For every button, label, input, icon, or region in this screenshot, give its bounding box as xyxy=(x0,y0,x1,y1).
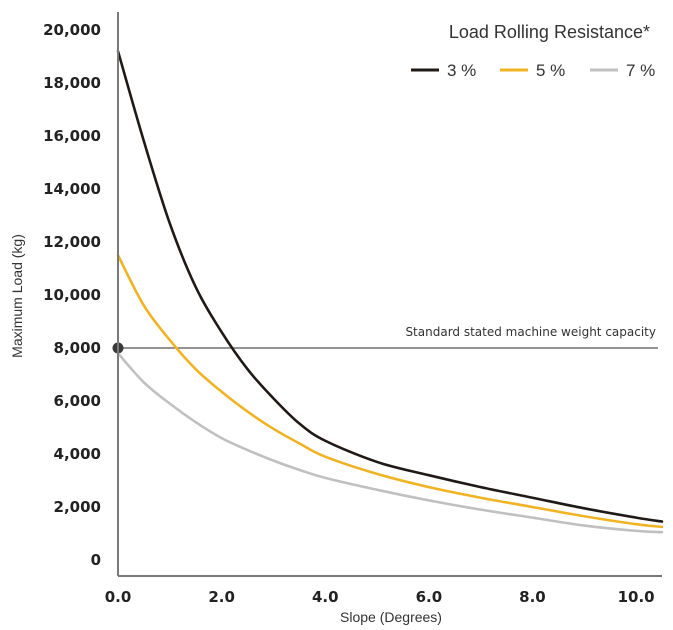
y-tick-label: 18,000 xyxy=(43,74,101,92)
y-tick-label: 6,000 xyxy=(54,392,101,410)
y-tick-label: 14,000 xyxy=(43,180,101,198)
legend: Load Rolling Resistance* 3 % 5 % 7 % xyxy=(411,22,655,80)
x-tick-label: 2.0 xyxy=(208,588,235,606)
y-tick-label: 0 xyxy=(91,551,101,569)
x-axis-title: Slope (Degrees) xyxy=(340,609,442,625)
y-tick-labels: 0 2,000 4,000 6,000 8,000 10,000 12,000 14,000 1… xyxy=(43,21,101,569)
legend-label: 5 % xyxy=(536,61,565,80)
y-tick-label: 4,000 xyxy=(54,445,101,463)
reference-line-group: Standard stated machine weight capacity xyxy=(113,325,659,354)
x-tick-label: 4.0 xyxy=(312,588,339,606)
series-lines xyxy=(118,51,662,532)
series-line xyxy=(118,51,662,521)
y-tick-label: 20,000 xyxy=(43,21,101,39)
y-tick-label: 12,000 xyxy=(43,233,101,251)
y-tick-label: 10,000 xyxy=(43,286,101,304)
x-tick-label: 0.0 xyxy=(105,588,132,606)
x-tick-labels: 0.0 2.0 4.0 6.0 8.0 10.0 xyxy=(105,588,655,606)
x-tick-label: 10.0 xyxy=(618,588,655,606)
y-axis-title: Maximum Load (kg) xyxy=(9,234,25,358)
reference-line-label: Standard stated machine weight capacity xyxy=(405,325,656,339)
y-tick-label: 2,000 xyxy=(54,498,101,516)
legend-label: 3 % xyxy=(447,61,476,80)
y-tick-label: 16,000 xyxy=(43,127,101,145)
x-tick-label: 6.0 xyxy=(416,588,443,606)
y-tick-label: 8,000 xyxy=(54,339,101,357)
legend-title: Load Rolling Resistance* xyxy=(449,22,650,42)
series-line xyxy=(118,353,662,532)
x-tick-label: 8.0 xyxy=(519,588,546,606)
legend-label: 7 % xyxy=(626,61,655,80)
